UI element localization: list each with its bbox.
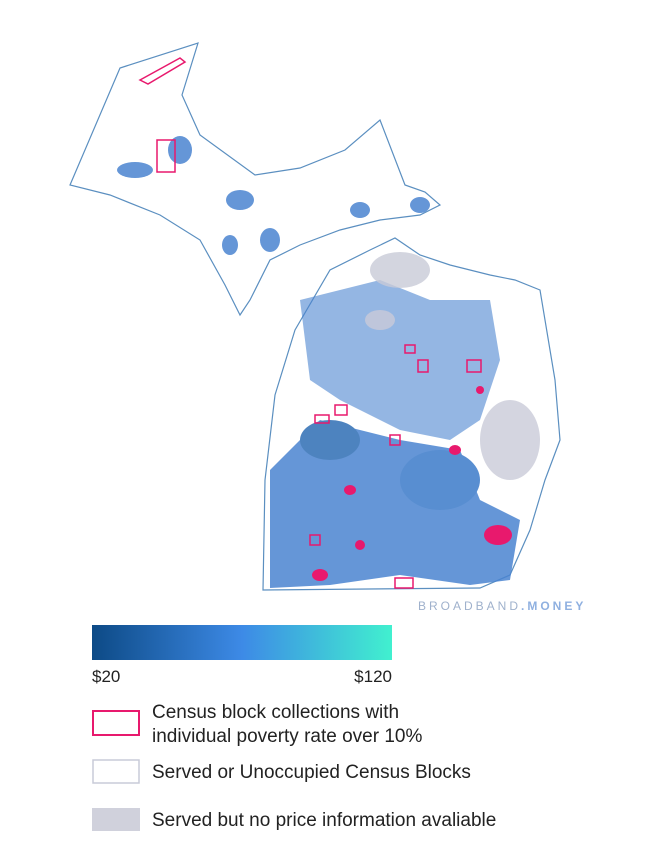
poverty-areas (138, 57, 482, 589)
lower-peninsula-outline (262, 237, 561, 591)
legend-swatch-no-price (92, 808, 140, 831)
colorbar (92, 625, 392, 660)
legend-label: individual poverty rate over 10% (152, 726, 422, 747)
colorbar-max: $120 (354, 667, 392, 686)
legend-swatch-served (92, 759, 140, 784)
watermark-suffix: .MONEY (521, 599, 586, 613)
map (69, 42, 561, 591)
upper-peninsula-outline (69, 42, 442, 317)
colorbar-min: $20 (92, 667, 120, 686)
legend-label: Census block collections with (152, 702, 399, 723)
coverage-areas (117, 136, 520, 588)
legend-label: Served but no price information avaliabl… (152, 810, 496, 831)
legend-label: Served or Unoccupied Census Blocks (152, 762, 471, 783)
poverty-areas-filled (312, 386, 512, 581)
watermark-brand: BROADBAND (418, 599, 521, 613)
no-price-areas (365, 252, 540, 480)
legend-swatch-poverty (92, 710, 140, 736)
